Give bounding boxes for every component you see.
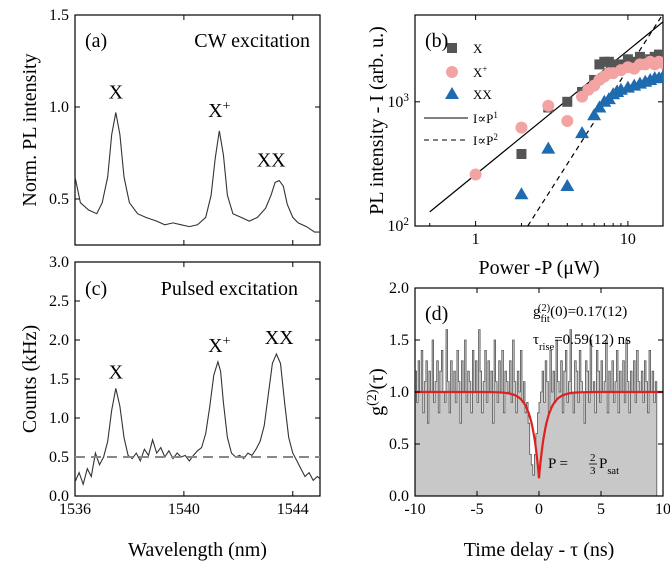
panel-d-xtick-4-label: 10 <box>655 501 670 518</box>
panel-b-ytick-0-label: 102 <box>387 216 409 235</box>
panel-c-ytick-4-label: 2.0 <box>49 332 69 349</box>
panel-b-legend-label-1: X+ <box>473 64 488 80</box>
panel-a-ytick-0-label: 0.5 <box>49 191 69 208</box>
panel-a-letter: (a) <box>85 30 107 52</box>
panel-a-ylabel: Norm. PL intensity <box>19 53 41 206</box>
panel-c-pulsed-spectrum: 0.0 0.5 1.0 1.5 2.0 2.5 3.0 1536 1540 1544 X X+ XX (c… <box>19 254 321 561</box>
panel-b-frame <box>414 14 664 227</box>
panel-d-tau-rise-annotation: τrise=0.59(12) ns <box>533 332 631 353</box>
panel-d-power-frac-den: 3 <box>590 465 596 477</box>
panel-b-plot-area <box>429 15 663 226</box>
panel-c-ytick-6-label: 3.0 <box>49 254 69 271</box>
panel-d-ytick-2-label: 1.0 <box>389 384 409 401</box>
panel-d-histogram <box>414 329 658 497</box>
panel-b-legend-label-3: I∝P1 <box>473 110 498 126</box>
panel-c-ytick-2-label: 1.0 <box>49 410 69 427</box>
panel-d-power-annotation: P = <box>548 456 568 472</box>
panel-b-legend-marker-xx <box>445 87 459 99</box>
panel-b-xtick-0-label: 1 <box>472 231 480 248</box>
panel-d-letter: (d) <box>425 303 448 325</box>
panel-b-fit-line-1 <box>429 21 663 213</box>
panel-b-xx-point <box>514 187 529 200</box>
panel-b-legend-label-2: XX <box>473 87 492 102</box>
panel-d-power-frac-num: 2 <box>590 452 596 464</box>
panel-b-fit-line-2 <box>527 15 663 226</box>
panel-d-fit-curve <box>415 390 663 479</box>
panel-b-xplus-point <box>515 121 528 134</box>
panel-b-power-dependence: 102 103 1 10 X X+ XX I∝P1 I∝P2 (b) PL intensity - … <box>366 14 664 279</box>
panel-b-xx-point <box>656 69 663 82</box>
panel-b-x-point <box>622 54 633 65</box>
panel-d-power-symbol: Psat <box>599 456 619 477</box>
panel-b-legend-label-0: X <box>473 41 483 56</box>
panel-c-ytick-1-label: 0.5 <box>49 449 69 466</box>
panel-b-xtick-1-label: 10 <box>620 231 636 248</box>
panel-a-peak-label-0: X <box>109 82 124 104</box>
panel-d-xlabel: Time delay - τ (ns) <box>464 539 615 561</box>
panel-b-xx-point <box>541 141 556 154</box>
panel-b-xx-point <box>587 108 602 121</box>
panel-c-ytick-5-label: 2.5 <box>49 293 69 310</box>
panel-d-xtick-3-label: 5 <box>597 501 605 518</box>
panel-c-xlabel: Wavelength (nm) <box>128 539 267 561</box>
panel-d-g2-correlation: 0.0 0.5 1.0 1.5 2.0 -10 -5 0 5 10 (d) gfit(2)(0)=0.… <box>365 280 670 561</box>
panel-a-ytick-1-label: 1.0 <box>49 99 69 116</box>
panel-b-ylabel: PL intensity - I (arb. u.) <box>366 26 388 215</box>
panel-b-xplus-point <box>469 168 482 181</box>
panel-b-x-point <box>562 96 573 107</box>
panel-b-xlabel: Power -P (μW) <box>478 257 599 279</box>
panel-b-x-point <box>516 148 527 159</box>
panel-c-spectrum-line <box>74 352 321 487</box>
panel-b-legend-label-4: I∝P2 <box>473 132 498 148</box>
panel-b-x-point <box>629 56 640 67</box>
panel-d-ytick-0-label: 0.0 <box>389 488 409 505</box>
panel-c-xtick-0-label: 1536 <box>59 501 91 518</box>
panel-c-ytick-0-label: 0.0 <box>49 488 69 505</box>
panel-c-xtick-2-label: 1544 <box>277 501 309 518</box>
panel-d-g2-fit-annotation: gfit(2)(0)=0.17(12) <box>533 303 627 325</box>
panel-b-xplus-point <box>657 57 663 70</box>
panel-c-peak-label-1: X+ <box>208 333 230 357</box>
panel-b-legend-marker-xplus <box>446 66 458 78</box>
panel-b-xplus-point <box>561 115 574 128</box>
panel-b-xx-point <box>575 126 590 139</box>
panel-b-ytick-1-label: 103 <box>387 92 409 111</box>
panel-d-ytick-4-label: 2.0 <box>389 280 409 297</box>
panel-d-ylabel: g(2)(τ) <box>365 368 389 416</box>
panel-c-title: Pulsed excitation <box>161 278 298 300</box>
panel-a-ytick-2-label: 1.5 <box>49 7 69 24</box>
panel-b-xx-point <box>560 178 575 191</box>
panel-b-letter: (b) <box>425 30 448 52</box>
panel-b-x-point <box>634 51 645 62</box>
panel-d-ytick-1-label: 0.5 <box>389 436 409 453</box>
panel-a-frame <box>74 14 321 246</box>
panel-b-legend-marker-x <box>447 43 457 53</box>
panel-d-xtick-1-label: -5 <box>470 501 483 518</box>
panel-c-peak-label-0: X <box>109 361 124 383</box>
panel-c-letter: (c) <box>85 278 107 300</box>
panel-a-peak-label-2: XX <box>257 150 286 172</box>
panel-d-xtick-2-label: 0 <box>535 501 543 518</box>
panel-c-peak-label-2: XX <box>265 327 294 349</box>
panel-c-xtick-1-label: 1540 <box>168 501 200 518</box>
panel-b-xplus-point <box>542 99 555 112</box>
panel-a-peak-label-1: X+ <box>208 98 230 122</box>
panel-a-spectrum-line <box>74 112 320 233</box>
panel-a-title: CW excitation <box>194 30 310 52</box>
panel-c-ytick-3-label: 1.5 <box>49 371 69 388</box>
panel-d-ytick-3-label: 1.5 <box>389 332 409 349</box>
panel-a-cw-spectrum: 0.5 1.0 1.5 X X+ XX (a) CW excitation Norm. PL i… <box>19 7 321 246</box>
panel-d-xtick-0-label: -10 <box>404 501 425 518</box>
panel-c-ylabel: Counts (kHz) <box>19 325 41 433</box>
